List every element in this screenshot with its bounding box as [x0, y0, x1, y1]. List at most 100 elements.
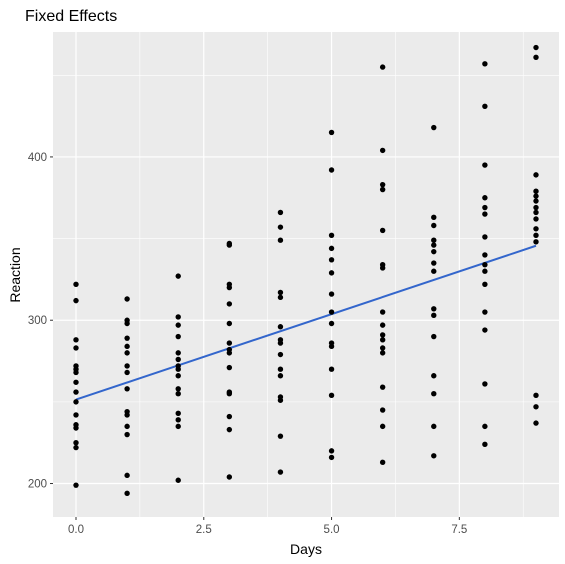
- data-point: [431, 391, 437, 397]
- data-point: [379, 345, 386, 351]
- data-point: [124, 423, 130, 430]
- minor-gridlines: [53, 32, 559, 517]
- data-point: [328, 129, 335, 136]
- data-point: [533, 172, 539, 178]
- data-point: [175, 350, 181, 356]
- data-point: [328, 366, 335, 372]
- data-point: [328, 454, 335, 461]
- data-point: [277, 337, 284, 343]
- y-tick-label: 300: [28, 315, 47, 327]
- data-point: [277, 433, 284, 439]
- fit-line-layer: [75, 244, 537, 401]
- data-point: [175, 314, 181, 320]
- data-point: [328, 232, 335, 239]
- data-point: [379, 350, 386, 356]
- data-point: [328, 392, 335, 399]
- data-point: [226, 413, 233, 420]
- data-point: [175, 322, 181, 328]
- data-point: [124, 431, 130, 438]
- data-point: [175, 423, 181, 430]
- data-point: [482, 195, 488, 201]
- data-point: [482, 162, 488, 168]
- data-point: [226, 281, 233, 287]
- data-point: [379, 384, 386, 390]
- data-point: [379, 147, 386, 154]
- data-point: [124, 317, 130, 323]
- data-point: [175, 417, 181, 423]
- data-point: [277, 373, 284, 379]
- data-point: [328, 320, 335, 327]
- data-point: [533, 216, 539, 222]
- data-point: [431, 260, 437, 266]
- data-point: [482, 381, 488, 387]
- data-point: [175, 410, 181, 417]
- data-point: [73, 363, 79, 369]
- data-point: [482, 103, 488, 110]
- x-axis-title: Days: [290, 541, 322, 557]
- data-point: [431, 242, 437, 248]
- data-point: [482, 327, 488, 333]
- data-point: [431, 124, 437, 131]
- data-point: [73, 389, 79, 395]
- data-point: [482, 423, 488, 430]
- data-point: [175, 391, 181, 397]
- data-point: [124, 296, 130, 302]
- data-point: [73, 439, 79, 446]
- data-point: [73, 444, 79, 451]
- data-point: [431, 373, 437, 379]
- data-point: [73, 297, 79, 304]
- data-point: [533, 209, 539, 216]
- data-point: [431, 268, 437, 274]
- y-tick-label: 200: [28, 479, 47, 491]
- data-point: [175, 273, 181, 279]
- y-axis-ticks: 200 300 400: [28, 152, 53, 491]
- data-point: [482, 204, 488, 211]
- data-point: [226, 340, 233, 346]
- data-point: [73, 337, 79, 343]
- x-axis-ticks: 0.0 2.5 5.0 7.5: [68, 517, 467, 536]
- data-point: [431, 237, 437, 243]
- data-point: [482, 309, 488, 315]
- data-point: [73, 379, 79, 385]
- data-point: [226, 320, 233, 327]
- data-point: [533, 198, 539, 204]
- data-point: [482, 252, 488, 258]
- data-point: [482, 441, 488, 448]
- data-point: [124, 343, 130, 350]
- data-point: [431, 222, 437, 229]
- data-point: [226, 346, 233, 353]
- data-point: [533, 193, 539, 199]
- data-point: [73, 412, 79, 418]
- data-point: [431, 306, 437, 312]
- x-tick-label: 0.0: [68, 524, 84, 536]
- data-point: [175, 356, 181, 363]
- data-point: [328, 167, 335, 173]
- plot-panel: [53, 32, 559, 517]
- data-point: [328, 245, 335, 252]
- data-point: [379, 332, 386, 338]
- y-tick-label: 400: [28, 152, 47, 164]
- data-point: [175, 477, 181, 483]
- data-point: [277, 289, 284, 296]
- data-point: [533, 232, 539, 239]
- x-tick-label: 7.5: [451, 524, 467, 536]
- data-point: [124, 335, 130, 341]
- data-point: [277, 351, 284, 358]
- data-point: [226, 389, 233, 395]
- data-point: [277, 209, 284, 216]
- data-point: [124, 363, 130, 369]
- data-point: [328, 270, 335, 276]
- data-point: [431, 248, 437, 255]
- data-point: [73, 482, 79, 488]
- data-point: [328, 448, 335, 454]
- chart-title: Fixed Effects: [25, 8, 117, 25]
- data-point: [277, 366, 284, 372]
- data-point: [379, 322, 386, 328]
- data-point: [124, 490, 130, 497]
- data-point: [431, 333, 437, 340]
- data-point: [175, 386, 181, 392]
- data-point: [124, 472, 130, 479]
- data-point: [277, 294, 284, 301]
- data-point: [328, 257, 335, 263]
